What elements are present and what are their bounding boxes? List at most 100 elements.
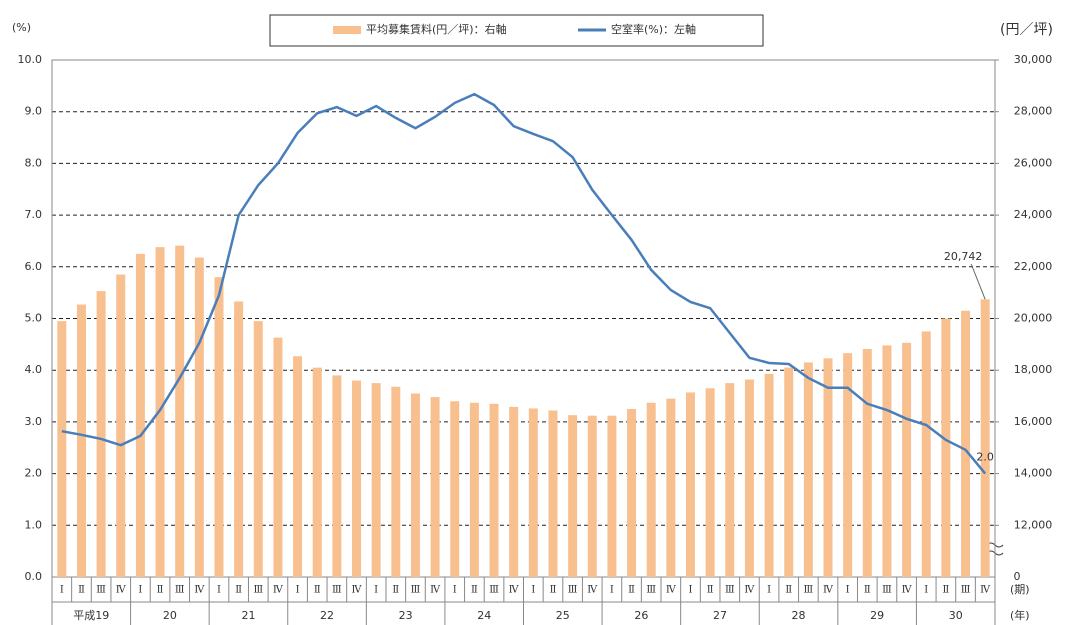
y-tick-label: 4.0 (25, 363, 43, 376)
x-tick-label: Ⅳ (744, 585, 755, 596)
y2-tick-label: 16,000 (1014, 415, 1053, 428)
group-label: 22 (320, 609, 334, 622)
bar (666, 398, 676, 577)
y-tick-label: 9.0 (25, 105, 43, 118)
bar (155, 247, 165, 578)
bar (57, 321, 67, 577)
bar (764, 373, 774, 577)
y2-tick-label: 30,000 (1014, 53, 1053, 66)
y2-tick-label: 26,000 (1014, 156, 1053, 169)
group-label: 20 (163, 609, 177, 622)
bar (175, 245, 185, 577)
bar (705, 388, 715, 577)
x-tick-label: Ⅲ (96, 585, 106, 596)
x-tick-label: Ⅲ (175, 585, 185, 596)
group-label: 29 (870, 609, 884, 622)
bar (843, 353, 853, 577)
bar (607, 415, 617, 577)
x-tick-label: Ⅱ (550, 585, 557, 596)
x-tick-label: Ⅱ (235, 585, 242, 596)
group-label: 平成19 (73, 609, 109, 622)
bar (862, 349, 872, 577)
group-label: 23 (399, 609, 413, 622)
bar (273, 337, 283, 577)
x-tick-label: Ⅳ (823, 585, 834, 596)
x-axis-label: (期) (1010, 583, 1030, 596)
bar (430, 397, 440, 577)
group-label: 30 (949, 609, 963, 622)
bar (450, 401, 460, 577)
x-tick-label: Ⅳ (509, 585, 520, 596)
bar (587, 415, 597, 577)
x-tick-label: Ⅱ (628, 585, 635, 596)
bar (961, 310, 971, 577)
legend-label: 平均募集賃料(円／坪)：右軸 (366, 22, 507, 36)
x-tick-label: Ⅰ (374, 585, 378, 596)
x-tick-label: Ⅰ (767, 585, 771, 596)
bar (469, 402, 479, 577)
x-tick-label: Ⅱ (157, 585, 164, 596)
y-tick-label: 1.0 (25, 518, 43, 531)
x-tick-label: Ⅲ (725, 585, 735, 596)
y2-break-label: 0 (1014, 570, 1021, 583)
x-tick-label: Ⅰ (60, 585, 64, 596)
group-label: 25 (556, 609, 570, 622)
y-tick-label: 7.0 (25, 208, 43, 221)
bar (941, 318, 951, 577)
x-tick-label: Ⅲ (646, 585, 656, 596)
bar (391, 386, 401, 577)
x-tick-label: Ⅱ (78, 585, 85, 596)
bar (253, 321, 263, 577)
x-tick-label: Ⅳ (194, 585, 205, 596)
data-label: 2.0 (976, 451, 994, 464)
bar (823, 358, 833, 577)
bar (489, 403, 499, 577)
x-tick-label: Ⅰ (296, 585, 300, 596)
x-tick-label: Ⅲ (882, 585, 892, 596)
x-tick-label: Ⅰ (924, 585, 928, 596)
x-tick-label: Ⅳ (902, 585, 913, 596)
x-tick-label: Ⅳ (273, 585, 284, 596)
legend-label: 空室率(%)：左軸 (611, 22, 696, 36)
group-axis-label: (年) (1010, 608, 1030, 622)
x-tick-label: Ⅱ (785, 585, 792, 596)
y-tick-label: 6.0 (25, 260, 43, 273)
bar (725, 383, 735, 577)
x-tick-label: Ⅲ (411, 585, 421, 596)
bar (410, 393, 420, 577)
x-tick-label: Ⅰ (453, 585, 457, 596)
x-tick-label: Ⅲ (961, 585, 971, 596)
x-tick-label: Ⅱ (707, 585, 714, 596)
bar (293, 356, 303, 577)
y-tick-label: 2.0 (25, 467, 43, 480)
x-tick-label: Ⅱ (864, 585, 871, 596)
bar (194, 257, 204, 577)
group-label: 24 (477, 609, 491, 622)
bar (371, 383, 381, 577)
x-tick-label: Ⅰ (138, 585, 142, 596)
bar (528, 408, 538, 577)
bar (96, 291, 106, 577)
x-tick-label: Ⅳ (352, 585, 363, 596)
x-tick-label: Ⅲ (253, 585, 263, 596)
group-label: 27 (713, 609, 727, 622)
line (61, 92, 987, 475)
y-tick-label: 8.0 (25, 156, 43, 169)
x-tick-label: Ⅳ (587, 585, 598, 596)
bar (882, 345, 892, 577)
bar (803, 362, 813, 577)
bar (627, 408, 637, 577)
bar (352, 380, 362, 577)
y-tick-label: 10.0 (18, 53, 43, 66)
x-tick-label: Ⅱ (942, 585, 949, 596)
x-tick-label: Ⅲ (568, 585, 578, 596)
x-tick-label: Ⅰ (610, 585, 614, 596)
x-tick-label: Ⅲ (489, 585, 499, 596)
bar (116, 274, 126, 577)
bar (784, 367, 794, 577)
x-tick-label: Ⅱ (314, 585, 321, 596)
x-tick-label: Ⅲ (332, 585, 342, 596)
bar (685, 392, 695, 577)
y2-axis-label: (円／坪) (1000, 22, 1053, 38)
x-tick-label: Ⅳ (980, 585, 991, 596)
